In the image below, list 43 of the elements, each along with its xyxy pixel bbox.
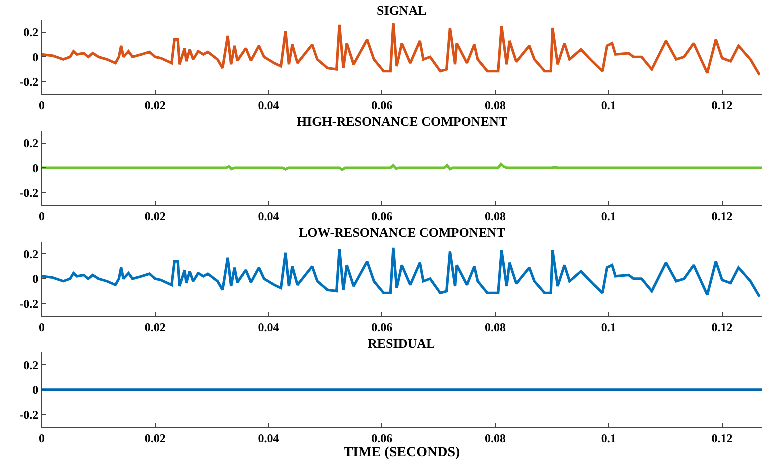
y-tick-label: -0.2 xyxy=(20,408,39,422)
chart-title: HIGH-RESONANCE COMPONENT xyxy=(297,114,508,129)
x-tick-label: 0.08 xyxy=(485,210,506,224)
y-tick-label: -0.2 xyxy=(20,75,39,90)
x-axis-title: TIME (SECONDS) xyxy=(344,446,460,461)
x-tick-label: 0.02 xyxy=(144,210,166,224)
line-series xyxy=(42,246,762,298)
x-tick-label: 0.04 xyxy=(258,431,280,446)
chart-title: RESIDUAL xyxy=(368,336,436,351)
x-tick-label: 0.12 xyxy=(712,431,733,446)
y-tick-label: 0 xyxy=(32,161,39,176)
x-tick-label: 0.12 xyxy=(712,98,733,113)
y-tick-label: 0.2 xyxy=(24,26,39,40)
x-tick-label: 0.12 xyxy=(712,210,733,224)
y-tick-label: 0.2 xyxy=(24,136,39,150)
y-tick-label: -0.2 xyxy=(20,186,39,200)
y-tick-label: -0.2 xyxy=(20,296,39,311)
x-tick-label: 0.08 xyxy=(485,320,506,334)
x-tick-label: 0.02 xyxy=(144,320,166,334)
x-tick-label: 0.02 xyxy=(144,431,166,446)
x-tick-label: 0.08 xyxy=(485,98,506,113)
y-tick-label: 0 xyxy=(32,272,39,286)
y-tick-label: 0 xyxy=(32,50,39,64)
x-tick-label: 0.12 xyxy=(712,320,733,334)
y-tick-label: 0.2 xyxy=(24,358,39,372)
x-tick-label: 0.1 xyxy=(601,210,616,224)
x-tick-label: 0.06 xyxy=(372,210,393,224)
x-tick-label: 0.04 xyxy=(258,320,280,334)
chart-title: LOW-RESONANCE COMPONENT xyxy=(299,225,506,240)
x-tick-label: 0.04 xyxy=(258,210,280,224)
x-tick-label: 0.08 xyxy=(485,431,506,446)
x-tick-label: 0.1 xyxy=(601,431,616,446)
x-tick-label: 0.1 xyxy=(601,98,616,113)
x-tick-label: 0.06 xyxy=(372,320,393,334)
chart-title: SIGNAL xyxy=(377,3,428,18)
x-tick-label: 0.1 xyxy=(601,320,616,334)
x-tick-label: 0.06 xyxy=(372,431,393,446)
x-tick-label: 0.06 xyxy=(372,98,393,113)
x-tick-label: 0.02 xyxy=(144,98,166,113)
y-tick-label: 0.2 xyxy=(24,247,39,262)
x-tick-label: 0.04 xyxy=(258,98,280,113)
line-series xyxy=(42,22,762,76)
y-tick-label: 0 xyxy=(32,383,39,398)
